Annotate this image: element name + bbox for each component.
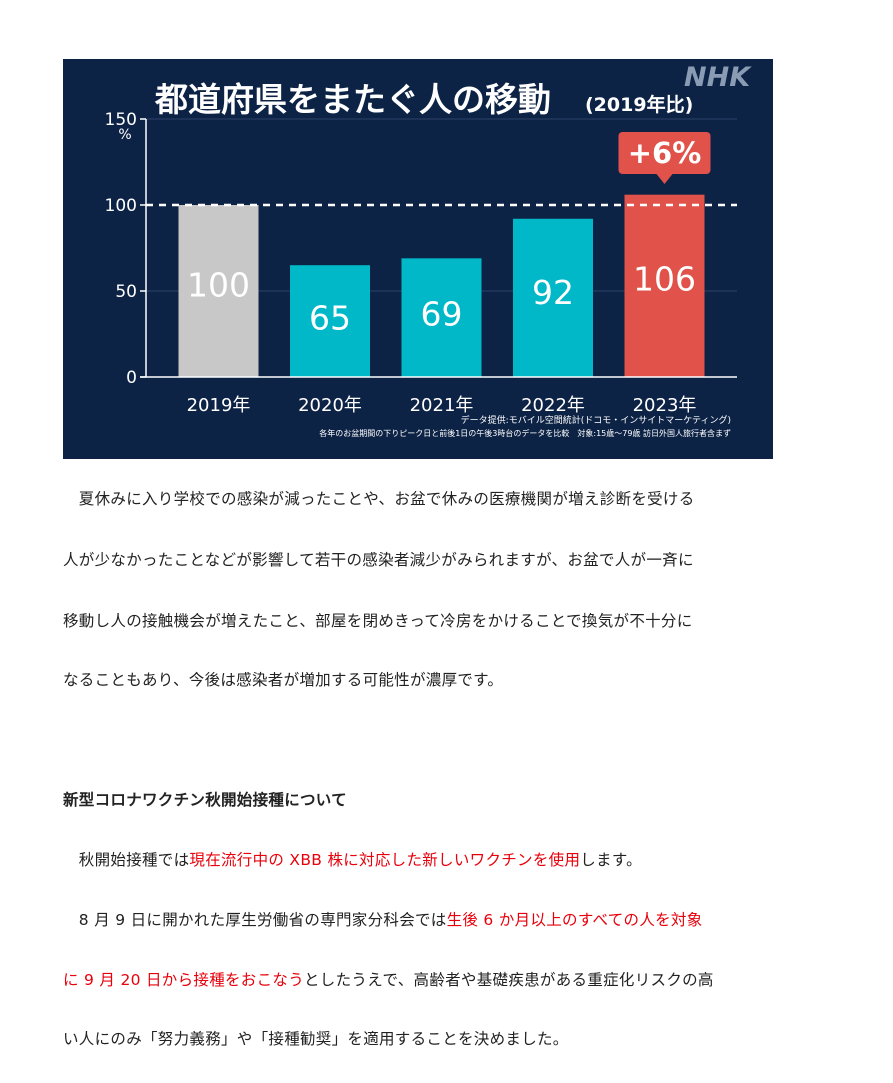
bar-value-label: 106 <box>633 260 696 299</box>
x-tick-label: 2022年 <box>521 395 585 416</box>
chart-subtitle: (2019年比) <box>585 93 693 116</box>
x-tick-label: 2023年 <box>633 395 697 416</box>
text-run: します。 <box>580 851 642 869</box>
chart-title: 都道府県をまたぐ人の移動 <box>154 80 551 119</box>
y-tick-label: 150 <box>105 110 137 130</box>
callout-label: +6% <box>628 136 702 170</box>
y-tick-label: 0 <box>126 368 137 388</box>
x-axis-labels: 2019年 2020年 2021年 2022年 2023年 <box>187 395 697 416</box>
bar <box>178 205 259 377</box>
bar <box>290 265 370 377</box>
paragraph-line: 8 月 9 日に開かれた厚生労働省の専門家分科会では生後 6 か月以上のすべての… <box>63 908 778 930</box>
bar <box>624 194 705 377</box>
paragraph-line: に 9 月 20 日から接種をおこなうとしたうえで、高齢者や基礎疾患がある重症化… <box>63 968 778 990</box>
x-tick-label: 2020年 <box>298 395 362 416</box>
paragraph-line: なることもあり、今後は感染者が増加する可能性が濃厚です。 <box>63 671 504 689</box>
source-note: データ提供:モバイル空間統計(ドコモ・インサイトマーケティング) <box>461 414 731 426</box>
bar-value-label: 69 <box>421 295 463 334</box>
bar-value-label: 65 <box>309 299 351 338</box>
x-tick-label: 2021年 <box>410 395 474 416</box>
text-run: 8 月 9 日に開かれた厚生労働省の専門家分科会では <box>63 911 447 929</box>
method-note: 各年のお盆期間の下りピーク日と前後1日の午後3時台のデータを比較 対象:15歳〜… <box>319 428 731 438</box>
bar <box>513 218 593 377</box>
chart-svg: 都道府県をまたぐ人の移動 (2019年比) NHK % 0 50 100 150 10… <box>105 62 753 438</box>
x-tick-label: 2019年 <box>187 395 251 416</box>
paragraph-line: い人にのみ「努力義務」や「接種勧奨」を適用することを決めました。 <box>63 1030 569 1048</box>
y-axis-unit: % <box>118 127 131 143</box>
paragraph-line: 移動し人の接触機会が増えたこと、部屋を閉めきって冷房をかけることで換気が不十分に <box>63 612 693 630</box>
bars-layer: 100 65 69 92 106 +6% <box>140 132 737 378</box>
nhk-logo: NHK <box>684 62 752 93</box>
text-run: としたうえで、高齢者や基礎疾患がある重症化リスクの高 <box>304 971 714 989</box>
callout-box <box>618 132 711 174</box>
section-heading: 新型コロナワクチン秋開始接種について <box>63 791 347 809</box>
highlight-text: 生後 6 か月以上のすべての人を対象 <box>446 911 703 929</box>
y-tick-label: 50 <box>115 282 137 302</box>
paragraph-line: 秋開始接種では現在流行中の XBB 株に対応した新しいワクチンを使用します。 <box>63 848 778 870</box>
highlight-text: 現在流行中の XBB 株に対応した新しいワクチンを使用 <box>189 851 581 869</box>
text-run: 秋開始接種では <box>63 851 190 869</box>
bar-value-label: 100 <box>187 265 250 304</box>
bar-value-label: 92 <box>532 273 574 312</box>
highlight-text: に 9 月 20 日から接種をおこなう <box>63 971 304 989</box>
bar <box>401 258 482 377</box>
paragraph-line: 夏休みに入り学校での感染が減ったことや、お盆で休みの医療機関が増え診断を受ける <box>63 490 695 508</box>
paragraph-line: 人が少なかったことなどが影響して若干の感染者減少がみられますが、お盆で人が一斉に <box>63 551 694 569</box>
y-tick-label: 100 <box>105 196 137 216</box>
callout-pointer <box>656 174 673 184</box>
nhk-bar-chart: 都道府県をまたぐ人の移動 (2019年比) NHK % 0 50 100 150 10… <box>63 59 773 459</box>
